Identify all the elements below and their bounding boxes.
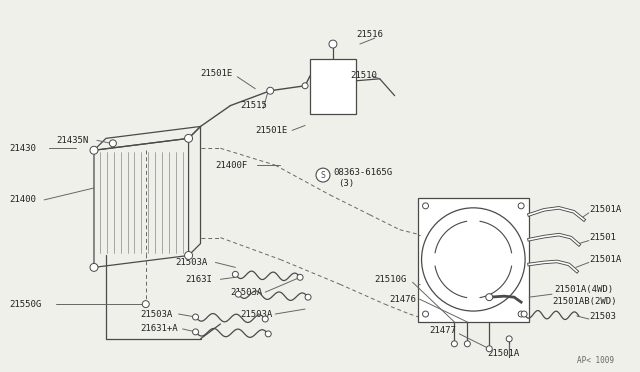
Circle shape [422, 311, 429, 317]
FancyBboxPatch shape [417, 198, 529, 322]
Circle shape [451, 341, 458, 347]
Circle shape [184, 251, 193, 259]
Text: 21503: 21503 [589, 311, 616, 321]
Text: 21515: 21515 [241, 101, 268, 110]
Text: 21501A: 21501A [487, 349, 520, 358]
Text: 21430: 21430 [10, 144, 36, 153]
Text: 21501: 21501 [589, 233, 616, 242]
Circle shape [193, 329, 198, 335]
Circle shape [521, 311, 527, 317]
Text: 21501A(4WD): 21501A(4WD) [554, 285, 613, 294]
Text: (3): (3) [338, 179, 354, 187]
Text: 21503A: 21503A [141, 310, 173, 318]
Text: 08363-6165G: 08363-6165G [333, 168, 392, 177]
Circle shape [90, 146, 98, 154]
Text: 21400: 21400 [10, 195, 36, 204]
Text: 21550G: 21550G [10, 299, 42, 309]
Text: 21510G: 21510G [375, 275, 407, 284]
Circle shape [305, 294, 311, 300]
Text: 21501A: 21501A [589, 255, 621, 264]
Circle shape [518, 203, 524, 209]
Circle shape [465, 341, 470, 347]
Text: 2163I: 2163I [186, 275, 212, 284]
Circle shape [193, 314, 198, 320]
Text: 21477: 21477 [429, 326, 456, 336]
Circle shape [302, 83, 308, 89]
Text: 21503A: 21503A [175, 258, 208, 267]
Circle shape [265, 331, 271, 337]
Text: S: S [321, 171, 325, 180]
Circle shape [329, 40, 337, 48]
Circle shape [184, 134, 193, 142]
Circle shape [267, 87, 274, 94]
Text: 21503A: 21503A [241, 310, 273, 318]
Circle shape [486, 294, 493, 301]
Text: 21501E: 21501E [255, 126, 287, 135]
FancyBboxPatch shape [310, 59, 356, 113]
Circle shape [422, 203, 429, 209]
Text: 21631+A: 21631+A [141, 324, 179, 333]
Circle shape [518, 311, 524, 317]
Circle shape [486, 346, 492, 352]
Circle shape [232, 271, 238, 277]
Circle shape [90, 263, 98, 271]
Circle shape [316, 168, 330, 182]
Circle shape [297, 274, 303, 280]
Text: 21476: 21476 [390, 295, 417, 304]
Text: 21510: 21510 [350, 71, 377, 80]
Circle shape [506, 336, 512, 342]
Circle shape [236, 291, 241, 297]
Circle shape [422, 208, 525, 311]
Text: 21503A: 21503A [230, 288, 262, 297]
Text: 21501AB(2WD): 21501AB(2WD) [552, 296, 616, 306]
Circle shape [109, 140, 116, 147]
Text: 21501A: 21501A [589, 205, 621, 214]
Text: 21435N: 21435N [56, 136, 88, 145]
Text: 21501E: 21501E [200, 69, 233, 78]
Circle shape [262, 316, 268, 322]
Text: 21400F: 21400F [216, 161, 248, 170]
Circle shape [142, 301, 149, 308]
Text: 21516: 21516 [356, 30, 383, 39]
Text: AP< 1009: AP< 1009 [577, 356, 614, 365]
